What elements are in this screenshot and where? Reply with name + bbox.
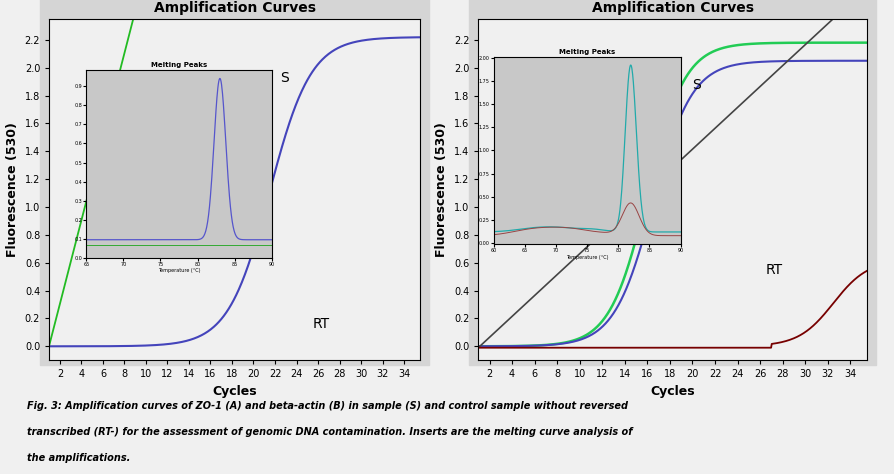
X-axis label: Cycles: Cycles — [213, 385, 257, 398]
Title: Amplification Curves: Amplification Curves — [592, 1, 754, 15]
Text: S: S — [281, 71, 289, 85]
Text: RT: RT — [766, 263, 783, 277]
Y-axis label: Fluorescence (530): Fluorescence (530) — [6, 122, 19, 257]
Title: Amplification Curves: Amplification Curves — [154, 1, 316, 15]
Text: RT: RT — [313, 317, 330, 331]
Text: transcribed (RT-) for the assessment of genomic DNA contamination. Inserts are t: transcribed (RT-) for the assessment of … — [27, 427, 632, 437]
Text: the amplifications.: the amplifications. — [27, 453, 131, 463]
Text: Fig. 3: Amplification curves of ZO-1 (A) and beta-actin (B) in sample (S) and co: Fig. 3: Amplification curves of ZO-1 (A)… — [27, 401, 628, 410]
Text: S: S — [693, 78, 701, 91]
Y-axis label: Fluorescence (530): Fluorescence (530) — [435, 122, 448, 257]
X-axis label: Cycles: Cycles — [651, 385, 695, 398]
